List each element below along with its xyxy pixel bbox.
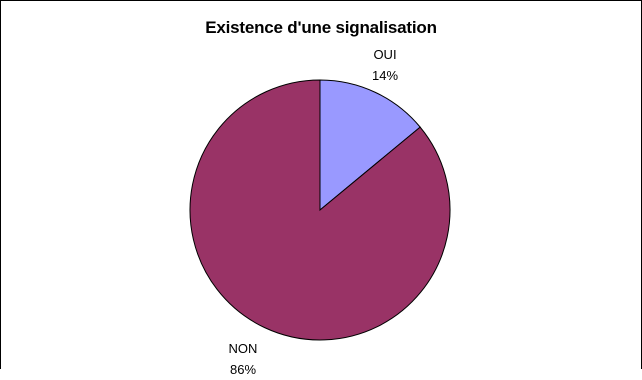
chart-border-left bbox=[0, 0, 1, 369]
slice-name-oui: OUI bbox=[373, 47, 397, 62]
pie-chart bbox=[189, 79, 451, 341]
slice-label-non: NON 86% bbox=[218, 338, 268, 380]
slice-percent-oui: 14% bbox=[371, 68, 399, 83]
chart-border-top bbox=[0, 0, 642, 1]
slice-label-oui: OUI 14% bbox=[360, 44, 410, 86]
pie-slice-oui bbox=[319, 79, 421, 212]
slice-percent-non: 86% bbox=[229, 362, 257, 377]
chart-title: Existence d'une signalisation bbox=[205, 18, 437, 37]
pie-slice-non bbox=[189, 79, 451, 341]
slice-name-non: NON bbox=[228, 341, 258, 356]
